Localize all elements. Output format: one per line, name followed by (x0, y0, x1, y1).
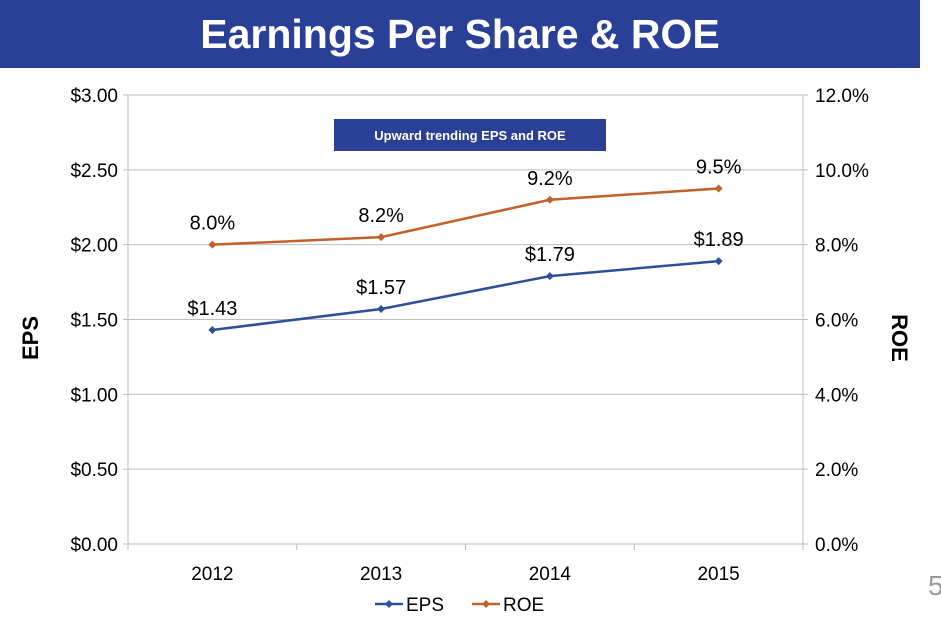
data-label-roe: 8.2% (358, 205, 404, 227)
data-label-eps: $1.89 (694, 229, 744, 251)
data-label-eps: $1.43 (187, 298, 237, 320)
x-tick-label: 2015 (697, 564, 739, 585)
y-tick-label: $1.00 (70, 385, 118, 406)
annotation-text: Upward trending EPS and ROE (374, 127, 566, 143)
data-label-eps: $1.57 (356, 277, 406, 299)
y-tick-label: $2.50 (70, 161, 118, 182)
data-label-eps: $1.79 (525, 244, 575, 266)
y-tick-label: $1.50 (70, 311, 118, 332)
data-point-eps (208, 325, 217, 334)
data-point-roe (545, 195, 554, 204)
y2-tick-label: 10.0% (815, 161, 869, 182)
data-point-roe (377, 233, 386, 242)
y-tick-label: $0.50 (70, 460, 118, 481)
y-tick-label: $0.00 (70, 535, 118, 556)
legend-label-eps: EPS (406, 595, 444, 616)
data-point-roe (208, 240, 217, 249)
data-label-roe: 8.0% (190, 213, 236, 235)
x-tick-label: 2014 (529, 564, 572, 585)
x-tick-label: 2013 (360, 564, 402, 585)
data-point-eps (377, 305, 386, 314)
y-tick-label: $2.00 (70, 236, 118, 257)
series-line-roe (212, 187, 719, 246)
data-point-eps (545, 272, 554, 281)
y2-tick-label: 4.0% (815, 385, 858, 406)
slide-number: 5 (928, 570, 941, 601)
series-line-eps (212, 259, 719, 332)
y2-tick-label: 6.0% (815, 311, 858, 332)
y2-tick-label: 12.0% (815, 86, 869, 107)
y2-tick-label: 0.0% (815, 535, 858, 556)
legend-label-roe: ROE (503, 595, 544, 616)
y2-tick-label: 8.0% (815, 236, 858, 257)
data-point-roe (714, 184, 723, 193)
legend-marker-roe (482, 600, 490, 608)
page-title: Earnings Per Share & ROE (200, 10, 720, 57)
data-label-roe: 9.2% (527, 168, 573, 190)
x-tick-label: 2012 (191, 564, 233, 585)
y-axis-title: EPS (18, 316, 43, 360)
y2-axis-title: ROE (887, 314, 912, 362)
data-point-eps (714, 257, 723, 266)
y2-tick-label: 2.0% (815, 460, 858, 481)
legend-marker-eps (385, 600, 393, 608)
data-label-roe: 9.5% (696, 157, 742, 179)
annotation-box: Upward trending EPS and ROE (334, 119, 606, 151)
y-tick-label: $3.00 (70, 86, 118, 107)
title-bar: Earnings Per Share & ROE (0, 0, 920, 68)
